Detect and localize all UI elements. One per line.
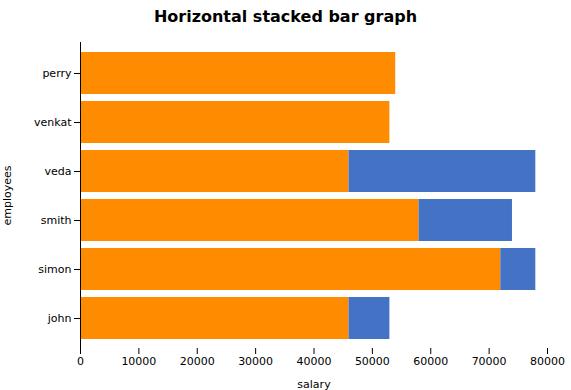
svg-text:perry: perry (42, 67, 72, 80)
svg-text:salary: salary (297, 378, 331, 390)
svg-text:smith: smith (41, 214, 72, 227)
svg-text:20000: 20000 (180, 355, 215, 368)
svg-text:10000: 10000 (121, 355, 156, 368)
svg-text:30000: 30000 (238, 355, 273, 368)
svg-text:venkat: venkat (34, 116, 72, 129)
svg-text:veda: veda (44, 165, 71, 178)
svg-text:simon: simon (38, 263, 71, 276)
svg-text:60000: 60000 (413, 355, 448, 368)
svg-text:john: john (47, 312, 72, 325)
svg-text:50000: 50000 (355, 355, 390, 368)
svg-text:80000: 80000 (530, 355, 565, 368)
svg-text:70000: 70000 (472, 355, 507, 368)
svg-text:employees: employees (1, 165, 14, 225)
svg-text:40000: 40000 (297, 355, 332, 368)
html-text:Horizontal stacked bar graph: Horizontal stacked bar graph (153, 7, 418, 26)
svg-text:0: 0 (77, 355, 84, 368)
